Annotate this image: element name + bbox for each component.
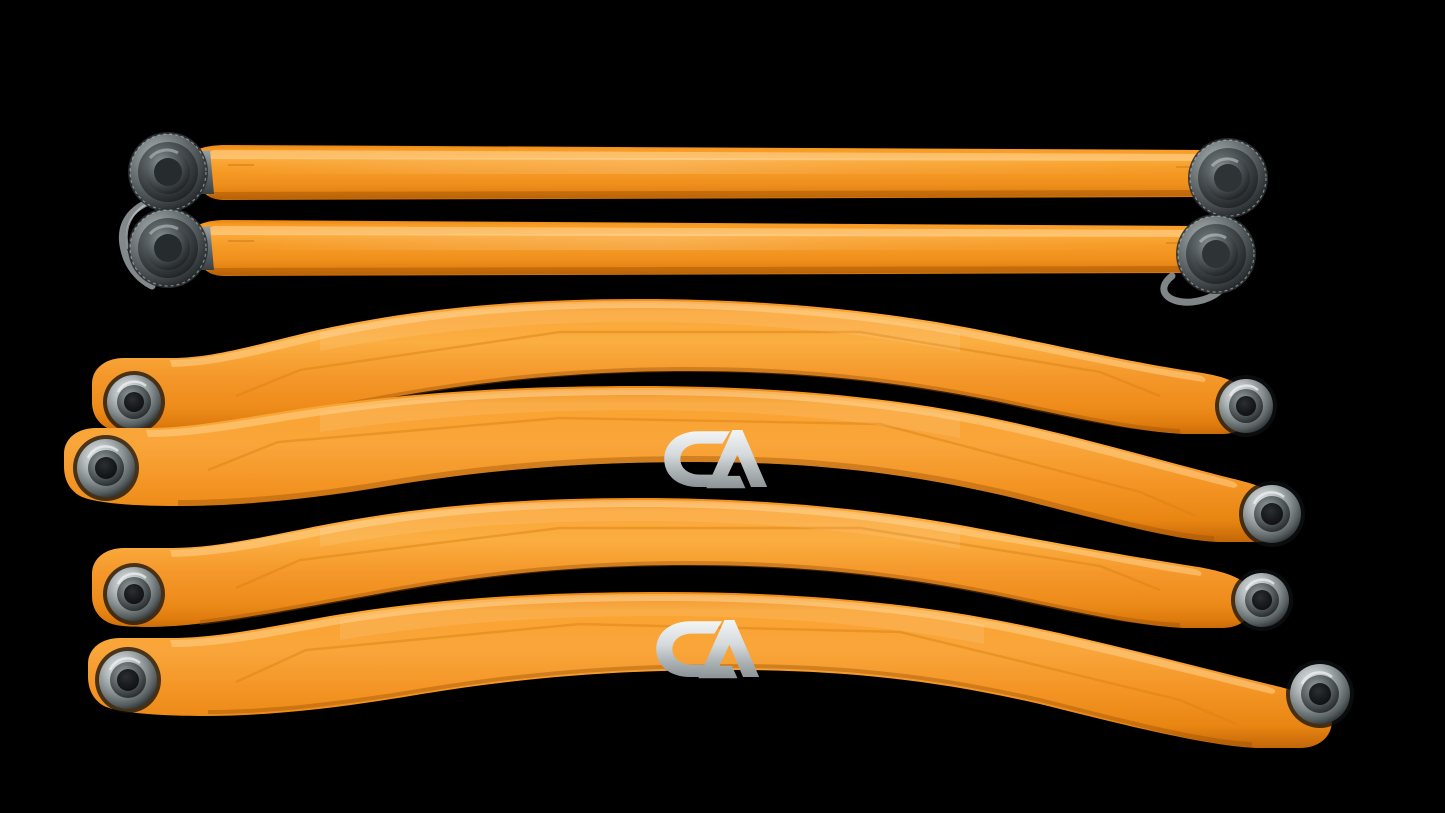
link-5-bushing-left	[103, 563, 165, 625]
link-6-bottom-shadow	[208, 664, 1252, 747]
link-6-stamp-rib	[235, 622, 1237, 726]
link-3-radius-rod	[92, 299, 1277, 437]
link-4-bottom-shadow	[178, 456, 1214, 541]
link-2-seam-right	[1166, 242, 1188, 244]
link-3-top-highlight	[170, 301, 1206, 382]
bushing-bore	[1261, 503, 1283, 525]
heim-bore	[1202, 240, 1230, 268]
link-6-bushing-right	[1286, 660, 1354, 728]
link-5-top-highlight	[170, 500, 1202, 576]
heim-knurl-texture	[129, 209, 207, 287]
link-6-radius-rod-logo	[88, 592, 1354, 748]
heim-bore	[154, 234, 182, 262]
link-1-heim-left	[128, 132, 214, 212]
link-5-sheen	[320, 502, 960, 549]
heim-ball-highlight	[148, 224, 179, 236]
heim-knurl-texture	[129, 133, 207, 211]
bushing-highlight	[108, 657, 141, 671]
link-1-upper-straight	[118, 132, 1268, 290]
link-3-bushing-right	[1215, 375, 1277, 437]
link-3-stamp-rib	[235, 330, 1161, 398]
link-4-radius-rod-logo	[64, 386, 1305, 547]
link-6-sheen	[340, 596, 984, 644]
link-1-sheen	[230, 158, 1190, 174]
bushing-bore	[1252, 590, 1272, 610]
bushing-highlight	[86, 445, 119, 459]
link-2-heim-left	[128, 208, 214, 288]
link-2-heim-right	[1176, 214, 1256, 294]
bushing-bore	[124, 392, 144, 412]
link-4-bushing-right	[1239, 481, 1305, 547]
heim-ball-highlight	[1198, 233, 1227, 244]
link-2-seam-left	[228, 240, 254, 242]
link-4-sheen	[320, 390, 960, 438]
bushing-bore	[117, 669, 139, 691]
link-1-seam-right	[1176, 166, 1198, 168]
heim-ball-highlight	[1210, 157, 1239, 168]
heim-ball-highlight	[148, 148, 179, 160]
link-2-upper-straight	[128, 208, 1256, 306]
link-1-seam-left	[228, 164, 254, 166]
bushing-bore	[124, 584, 144, 604]
link-3-bottom-shadow	[200, 367, 1180, 433]
bushing-bore	[1309, 683, 1331, 705]
link-5-bottom-shadow	[200, 561, 1180, 627]
link-2-sheen	[230, 234, 1180, 250]
link-5-radius-rod	[92, 498, 1293, 631]
link-4-bushing-left	[73, 435, 139, 501]
safety-retaining-wire	[118, 192, 172, 290]
heim-bore	[1214, 164, 1242, 192]
bushing-highlight	[1300, 671, 1333, 685]
link-1-heim-right	[1188, 138, 1268, 218]
link-5-stamp-rib	[235, 526, 1161, 592]
link-4-stamp-rib	[207, 416, 1197, 518]
bushing-bore	[1236, 396, 1256, 416]
bushing-highlight	[116, 380, 147, 393]
link-2-bottom-shadow	[208, 266, 1198, 275]
link-5-bushing-right	[1231, 569, 1293, 631]
heim-knurl-texture	[1177, 215, 1255, 293]
link-3-bushing-left	[103, 371, 165, 433]
heim-bore	[154, 158, 182, 186]
bushing-highlight	[1244, 578, 1275, 591]
link-6-bushing-left	[95, 647, 161, 713]
link-3-sheen	[320, 303, 960, 352]
bushing-highlight	[1228, 384, 1259, 397]
link-1-bottom-shadow	[208, 190, 1210, 199]
heim-knurl-texture	[1189, 139, 1267, 217]
bushing-bore	[95, 457, 117, 479]
bushing-highlight	[116, 572, 147, 585]
bushing-highlight	[1252, 491, 1285, 505]
